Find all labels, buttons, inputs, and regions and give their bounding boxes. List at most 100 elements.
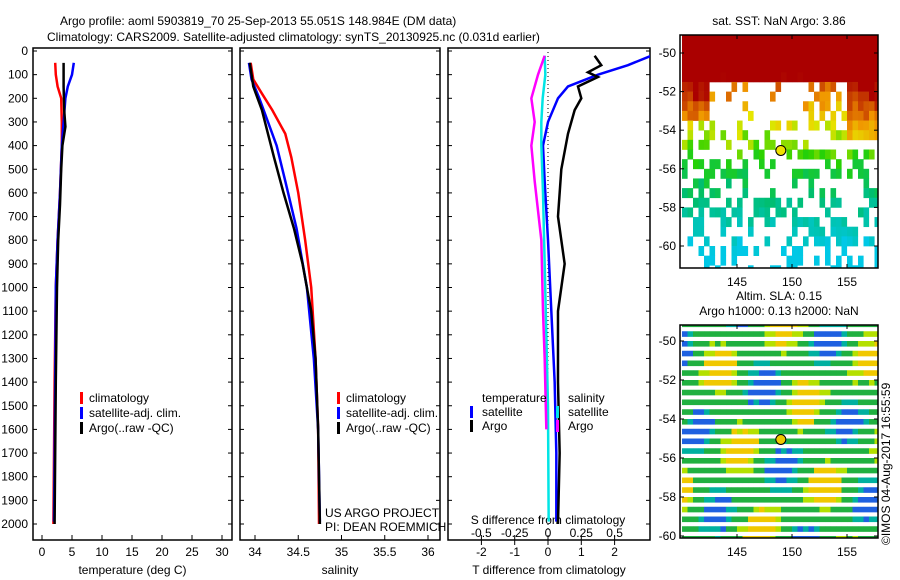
map-cell <box>847 91 853 102</box>
map-cell <box>858 168 864 179</box>
map-cell <box>726 159 732 170</box>
map-cell <box>781 506 787 513</box>
map-cell <box>847 458 853 464</box>
map-cell <box>775 419 782 425</box>
map-cell <box>748 72 754 83</box>
map-cell <box>819 526 826 532</box>
map-cell <box>841 380 848 386</box>
map-cell <box>775 265 782 268</box>
legend-swatch <box>470 420 473 432</box>
map-cell <box>720 536 727 538</box>
map-cell <box>753 516 760 523</box>
map-cell <box>737 120 743 131</box>
map-cell <box>830 188 837 199</box>
map-cell <box>880 92 886 102</box>
map-cell <box>858 487 864 493</box>
map-cell <box>748 556 754 562</box>
map-cell <box>841 35 848 44</box>
map-cell <box>819 399 826 406</box>
map-cell <box>709 331 716 337</box>
map-cell <box>808 380 815 386</box>
map-cell <box>880 546 886 552</box>
map-cell <box>770 217 776 228</box>
map-cell <box>704 255 710 266</box>
x-axis-label: T difference from climatology <box>472 563 626 577</box>
map-cell <box>814 370 820 376</box>
map-cell <box>704 236 710 247</box>
map-cell <box>880 370 886 376</box>
map-cell <box>863 110 870 121</box>
map-cell <box>808 497 815 503</box>
map-cell <box>819 516 826 523</box>
map-cell <box>737 380 743 386</box>
map-cell <box>819 325 826 328</box>
legend-swatch <box>337 392 340 404</box>
map-cell <box>874 62 878 73</box>
map-cell <box>759 428 765 435</box>
map-cell <box>709 246 716 256</box>
map-cell <box>841 467 848 474</box>
map-cell <box>863 419 870 425</box>
map-cell <box>704 101 710 112</box>
map-cell <box>715 370 721 376</box>
map-cell <box>786 120 793 131</box>
map-cell <box>709 72 716 83</box>
map-cell <box>820 556 826 562</box>
map-cell <box>698 467 705 474</box>
map-cell <box>863 497 870 503</box>
map-cell <box>770 43 776 54</box>
map-cell <box>742 536 749 538</box>
map-cell <box>880 236 886 246</box>
map-cell <box>742 62 749 73</box>
map-cell <box>880 178 886 188</box>
map-cell <box>808 467 815 474</box>
map-cell <box>858 438 864 445</box>
map-cell <box>709 497 716 503</box>
map-cell <box>819 409 826 415</box>
map-cell <box>726 178 732 189</box>
map-cell <box>698 458 705 464</box>
map-cell <box>704 197 710 208</box>
map-cell <box>731 341 738 347</box>
map-cell <box>797 389 804 396</box>
map-cell <box>775 325 782 328</box>
map-cell <box>698 487 705 493</box>
map-cell <box>682 546 688 552</box>
map-cell <box>836 341 842 347</box>
map-cell <box>869 120 875 131</box>
map-cell <box>742 101 749 112</box>
map-cell <box>830 497 837 503</box>
map-cell <box>825 399 831 406</box>
map-cell <box>682 536 688 538</box>
map-cell <box>786 53 793 63</box>
map-cell <box>836 516 842 523</box>
map-cell <box>726 168 732 179</box>
map-cell <box>764 168 771 179</box>
map-cell <box>863 188 870 199</box>
map-cell <box>682 497 688 503</box>
map-cell <box>786 236 793 247</box>
map-cell <box>869 497 875 503</box>
map-cell <box>742 246 749 256</box>
map-cell <box>709 159 716 170</box>
map-cell <box>836 101 842 112</box>
map-cell <box>748 477 754 484</box>
map-cell <box>753 409 760 415</box>
map-cell <box>726 350 732 357</box>
map-cell <box>880 24 886 34</box>
map-cell <box>742 428 749 435</box>
map-cell <box>682 72 688 83</box>
map-cell <box>748 217 754 228</box>
legend-label: satellite-adj. clim. <box>89 406 181 420</box>
map-cell <box>720 207 727 218</box>
map-cell <box>830 526 837 532</box>
map-cell <box>808 399 815 406</box>
map-cell <box>753 53 760 63</box>
map-cell <box>682 399 688 406</box>
map-cell <box>698 409 705 415</box>
map-cell <box>814 120 820 131</box>
map-cell <box>825 487 831 493</box>
map-cell <box>726 487 732 493</box>
map-cell <box>874 438 878 445</box>
map-cell <box>830 506 837 513</box>
